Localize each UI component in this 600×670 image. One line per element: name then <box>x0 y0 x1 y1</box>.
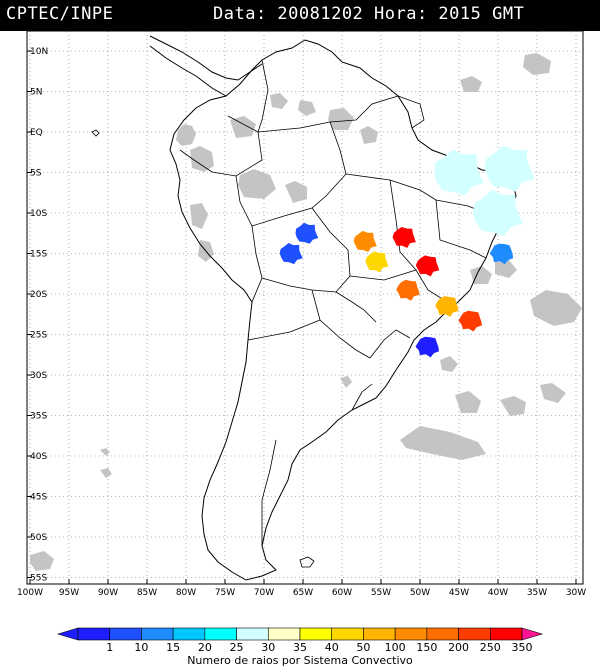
datetime-label: Data: 20081202 Hora: 2015 GMT <box>213 4 525 24</box>
org-label: CPTEC/INPE <box>6 4 114 24</box>
map-frame <box>26 31 584 585</box>
legend-label: 250 <box>480 641 501 654</box>
lon-tick-label: 35W <box>527 588 547 598</box>
lon-tick-label: 75W <box>215 588 235 598</box>
lat-tick-label: 45S <box>30 493 47 503</box>
legend-swatch <box>267 627 301 641</box>
lat-tick-label: 35S <box>30 412 47 422</box>
lat-tick-label: 50S <box>30 533 47 543</box>
cloud-cover <box>30 53 582 571</box>
lon-tick-label: 45W <box>449 588 469 598</box>
lat-tick-label: EQ <box>30 128 43 138</box>
galapagos-islands <box>91 129 100 137</box>
lon-tick-label: 65W <box>293 588 313 598</box>
legend-label: 35 <box>293 641 307 654</box>
lat-tick-label: 10N <box>30 47 48 57</box>
legend-swatch <box>172 627 206 641</box>
legend-label: 200 <box>448 641 469 654</box>
lon-tick-label: 60W <box>332 588 352 598</box>
convective-system <box>489 243 514 265</box>
lat-tick-label: 20S <box>30 290 47 300</box>
lon-tick-label: 80W <box>176 588 196 598</box>
falkland-islands <box>299 556 315 568</box>
legend-label: 10 <box>134 641 148 654</box>
graticule <box>27 31 583 584</box>
convective-system <box>353 230 377 252</box>
south-america-coastline <box>169 39 517 581</box>
cold-cloud-layer <box>434 145 535 237</box>
lon-tick-label: 70W <box>254 588 274 598</box>
legend-swatch <box>489 627 523 641</box>
legend-label: 1 <box>106 641 113 654</box>
cold-cloud-area <box>434 149 484 196</box>
legend-swatch <box>141 627 174 641</box>
lon-tick-label: 90W <box>98 588 118 598</box>
storm-layer <box>279 222 514 358</box>
convective-system <box>458 310 482 332</box>
lat-tick-label: 25S <box>30 331 47 341</box>
legend-swatch <box>331 627 364 641</box>
legend-label: 50 <box>356 641 370 654</box>
lon-tick-label: 40W <box>488 588 508 598</box>
legend-swatch <box>299 627 333 641</box>
legend-label: 100 <box>385 641 406 654</box>
lat-tick-label: 30S <box>30 371 47 381</box>
legend-swatch <box>204 627 237 641</box>
legend-swatch <box>363 627 396 641</box>
legend-swatch <box>458 627 491 641</box>
central-america-coastline <box>149 35 263 97</box>
legend-label: 30 <box>261 641 275 654</box>
legend-label: 20 <box>198 641 212 654</box>
lat-tick-label: 5S <box>30 169 42 179</box>
legend-swatch <box>109 627 142 641</box>
legend-label: 40 <box>325 641 339 654</box>
convective-system <box>415 255 440 277</box>
lat-tick-label: 40S <box>30 452 47 462</box>
lon-tick-label: 50W <box>410 588 430 598</box>
lon-tick-label: 85W <box>137 588 157 598</box>
lat-tick-label: 55S <box>30 574 47 584</box>
legend-label: 350 <box>512 641 533 654</box>
legend-high-arrow <box>521 627 544 641</box>
cold-cloud-area <box>473 190 523 237</box>
lat-tick-label: 5N <box>30 88 42 98</box>
convective-system <box>435 296 459 317</box>
legend-low-arrow <box>56 627 79 641</box>
country-borders <box>179 59 489 546</box>
legend-swatch <box>236 627 269 641</box>
convective-system <box>396 279 420 301</box>
convective-system <box>295 222 319 244</box>
convective-system <box>392 227 416 248</box>
legend-swatch <box>77 627 111 641</box>
convective-system <box>415 336 439 358</box>
lat-tick-label: 15S <box>30 250 47 260</box>
lon-tick-label: 95W <box>59 588 79 598</box>
lon-tick-label: 100W <box>17 588 43 598</box>
cold-cloud-area <box>484 145 535 192</box>
convective-system <box>365 251 389 273</box>
lon-tick-label: 55W <box>371 588 391 598</box>
title-bar: CPTEC/INPE Data: 20081202 Hora: 2015 GMT <box>0 0 600 31</box>
legend-label: 150 <box>416 641 437 654</box>
legend-swatch <box>394 627 428 641</box>
legend-colorbar: 1 10 15 20 25 30 35 40 50 100 150 200 250 350 <box>56 627 544 654</box>
convective-system <box>279 243 303 265</box>
axis-ticks: 10N 5N EQ 5S 10S 15S 20S 25S 30S 35S 40S 45S 50S 55S 1… <box>17 47 586 598</box>
lon-tick-label: 30W <box>566 588 586 598</box>
lat-tick-label: 10S <box>30 209 47 219</box>
map-frame-bg <box>27 31 583 584</box>
legend-swatch <box>426 627 459 641</box>
lightning-map: 10N 5N EQ 5S 10S 15S 20S 25S 30S 35S 40S 45S 50S 55S 1… <box>17 31 586 654</box>
legend-label: 15 <box>166 641 180 654</box>
legend-caption: Numero de raios por Sistema Convectivo <box>187 654 413 667</box>
legend-label: 25 <box>230 641 244 654</box>
